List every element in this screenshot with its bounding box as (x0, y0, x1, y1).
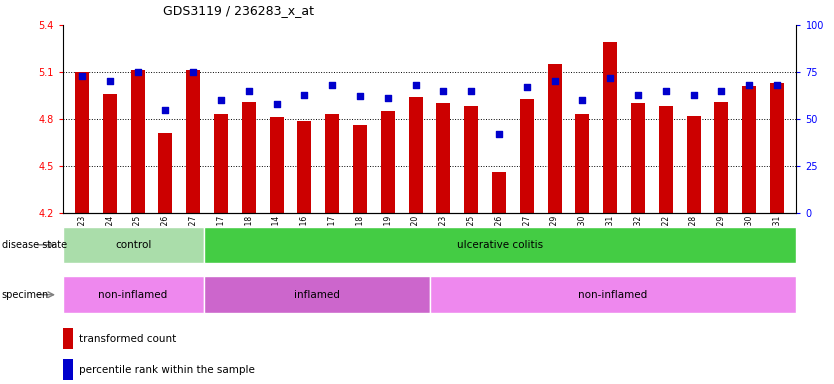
Bar (603, 42, 617, 213)
Bar (742, 86, 756, 213)
Point (409, 82, 422, 88)
Point (742, 82, 756, 88)
Text: inflamed: inflamed (294, 290, 339, 300)
Text: specimen: specimen (2, 290, 49, 300)
Bar (186, 70, 200, 213)
Point (659, 88, 672, 94)
Bar (631, 103, 645, 213)
Text: ulcerative colitis: ulcerative colitis (457, 240, 543, 250)
Bar (430, 276, 796, 313)
Point (492, 131, 505, 137)
Bar (436, 103, 450, 213)
Bar (103, 94, 117, 213)
Text: percentile rank within the sample: percentile rank within the sample (79, 365, 255, 375)
Bar (269, 118, 284, 213)
Point (771, 82, 784, 88)
Bar (298, 121, 311, 213)
Point (325, 82, 339, 88)
Text: non-inflamed: non-inflamed (578, 290, 648, 300)
Point (548, 78, 561, 84)
Bar (214, 114, 228, 213)
Bar (325, 114, 339, 213)
Bar (492, 172, 506, 213)
Point (631, 91, 645, 98)
Point (465, 88, 478, 94)
Point (298, 91, 311, 98)
Text: non-inflamed: non-inflamed (98, 290, 168, 300)
Bar (131, 70, 144, 213)
Bar (548, 64, 561, 213)
Bar (242, 102, 256, 213)
Bar (659, 106, 673, 213)
Bar (75, 72, 89, 213)
Bar (575, 114, 590, 213)
Bar (409, 97, 423, 213)
Point (214, 97, 228, 103)
Text: disease state: disease state (2, 240, 67, 250)
Bar (63, 227, 203, 263)
Point (103, 78, 117, 84)
Point (715, 88, 728, 94)
Point (131, 69, 144, 75)
Point (75, 73, 88, 79)
Bar (770, 83, 784, 213)
Point (575, 97, 589, 103)
Point (437, 88, 450, 94)
Point (604, 74, 617, 81)
Text: transformed count: transformed count (79, 334, 177, 344)
Bar (203, 276, 430, 313)
Point (687, 91, 701, 98)
Bar (158, 133, 173, 213)
Bar (520, 99, 534, 213)
Bar (465, 106, 478, 213)
Bar (715, 102, 728, 213)
Text: GDS3119 / 236283_x_at: GDS3119 / 236283_x_at (163, 4, 314, 17)
Text: control: control (115, 240, 151, 250)
Bar (63, 276, 203, 313)
Point (381, 95, 394, 101)
Point (270, 101, 284, 107)
Bar (381, 111, 394, 213)
Bar (203, 227, 796, 263)
Point (242, 88, 255, 94)
Point (187, 69, 200, 75)
Point (520, 84, 534, 90)
Point (354, 93, 367, 99)
Bar (353, 125, 367, 213)
Point (158, 106, 172, 113)
Bar (686, 116, 701, 213)
